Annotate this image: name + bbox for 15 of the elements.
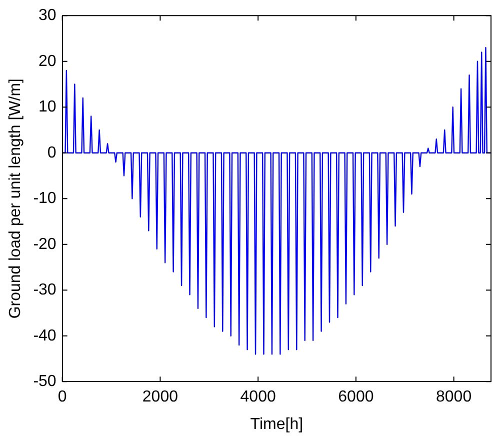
- y-tick-label: -10: [33, 190, 56, 208]
- y-tick-label: -30: [33, 282, 56, 299]
- y-tick-label: 0: [47, 144, 56, 162]
- x-axis-title: Time[h]: [250, 416, 304, 433]
- x-tick-label: 6000: [338, 388, 374, 406]
- y-tick-label: -50: [33, 373, 56, 390]
- y-tick-label: 20: [38, 52, 56, 70]
- x-tick-label: 2000: [142, 388, 178, 406]
- y-tick-label: 30: [38, 7, 56, 24]
- y-tick-label: -40: [33, 327, 56, 344]
- x-tick-label: 8000: [436, 388, 472, 406]
- x-tick-label: 4000: [240, 388, 276, 406]
- y-axis-title: Ground load per unit length [W/m]: [7, 78, 24, 319]
- y-tick-label: -20: [33, 236, 56, 253]
- y-tick-label: 10: [38, 98, 56, 116]
